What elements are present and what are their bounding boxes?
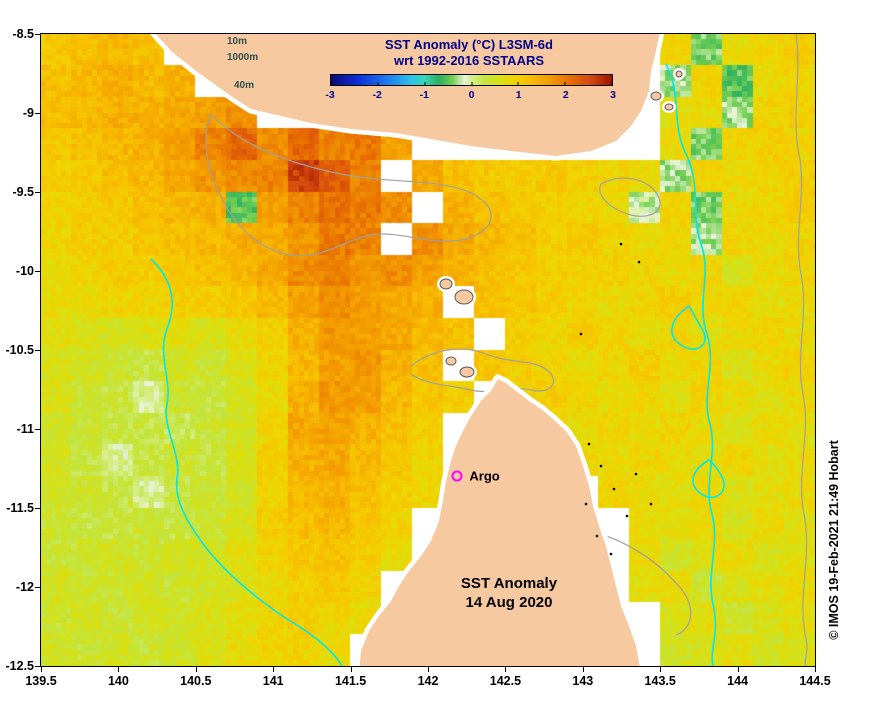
x-axis-tick-mark: [815, 667, 816, 672]
copyright-text: © IMOS 19-Feb-2021 21:49 Hobart: [827, 440, 841, 640]
colorbar-tick-mark: [377, 82, 379, 85]
x-axis-tick-mark: [195, 667, 197, 672]
y-axis-tick-mark: [35, 192, 40, 193]
depth-contour-label-10m: 10m: [227, 36, 248, 47]
legend-title: SST Anomaly (°C) L3SM-6d wrt 1992-2016 S…: [289, 37, 649, 69]
colorbar-tick-mark: [330, 82, 332, 85]
colorbar-tick-label: -1: [419, 89, 429, 101]
y-axis-tick-label: -11: [16, 422, 34, 436]
y-axis-tick-mark: [35, 666, 40, 667]
colorbar-tick-mark: [471, 82, 472, 85]
x-axis-tick-mark: [350, 667, 352, 672]
y-axis-tick-mark: [35, 429, 40, 430]
sst-anomaly-heatmap: [41, 34, 815, 666]
x-axis-tick-label: 140.5: [180, 674, 212, 688]
y-axis-tick-mark: [35, 271, 40, 272]
argo-float-label: Argo: [469, 468, 500, 484]
x-axis-tick-mark: [41, 667, 42, 672]
y-axis-tick-label: -8.5: [12, 27, 34, 41]
colorbar-tick-label: 2: [562, 89, 569, 101]
x-axis-tick-label: 143: [572, 674, 594, 688]
x-axis-tick-label: 141: [262, 674, 284, 688]
x-axis-tick-mark: [118, 667, 120, 672]
colorbar-tick-mark: [611, 82, 613, 85]
colorbar-tick-mark: [564, 82, 566, 85]
x-axis-tick-labels: 139.5 140 140.5 141 141.5 142 142.5 143 143.5 144…: [25, 674, 830, 690]
y-axis-tick-label: -9: [22, 106, 34, 120]
x-axis-tick-mark: [582, 667, 584, 672]
y-axis-tick-label: -12.5: [5, 659, 35, 673]
date-annotation: SST Anomaly 14 Aug 2020: [461, 574, 557, 612]
y-axis-tick-mark: [35, 113, 40, 114]
colorbar: [330, 74, 613, 86]
date-annotation-line1: SST Anomaly: [460, 575, 558, 592]
legend-title-line1: SST Anomaly (°C) L3SM-6d: [385, 37, 553, 52]
depth-contour-label-40m: 40m: [234, 80, 255, 91]
map-plot-area: SST Anomaly (°C) L3SM-6d wrt 1992-2016 S…: [40, 33, 816, 667]
x-axis-tick-mark: [428, 667, 429, 672]
x-axis-tick-label: 141.5: [334, 674, 367, 688]
y-axis-tick-labels: -8.5 -9 -9.5 -10 -10.5 -11 -11.5 -12 -12.5: [0, 27, 37, 673]
x-axis-tick-mark: [505, 667, 507, 672]
colorbar-tick-label: -2: [372, 89, 382, 101]
x-axis-tick-mark: [737, 667, 739, 672]
y-axis-tick-mark: [35, 587, 40, 588]
colorbar-tick-label: 0: [468, 89, 475, 101]
colorbar-tick-label: 1: [515, 89, 522, 101]
y-axis-tick-label: -10: [15, 264, 34, 278]
x-axis-tick-label: 140: [107, 674, 129, 688]
x-axis-tick-label: 143.5: [644, 674, 676, 688]
colorbar-tick-mark: [517, 82, 519, 85]
y-axis-tick-label: -9.5: [12, 185, 34, 199]
colorbar-tick-label: 3: [610, 89, 616, 101]
x-axis-tick-mark: [273, 667, 275, 672]
x-axis-tick-label: 142.5: [489, 674, 522, 688]
y-axis-tick-mark: [35, 34, 40, 35]
legend-title-line2: wrt 1992-2016 SSTAARS: [393, 53, 545, 68]
argo-float-marker: [451, 470, 463, 482]
y-axis-tick-label: -10.5: [5, 343, 35, 357]
x-axis-tick-mark: [660, 667, 662, 672]
colorbar-tick-mark: [424, 82, 426, 85]
y-axis-tick-label: -11.5: [6, 501, 34, 515]
date-annotation-line2: 14 Aug 2020: [465, 594, 553, 611]
colorbar-tick-labels: -3 -2 -1 0 1 2 3: [325, 89, 616, 102]
depth-contour-label-1000m: 1000m: [227, 52, 259, 63]
y-axis-tick-label: -12: [15, 580, 34, 594]
x-axis-tick-label: 139.5: [25, 674, 57, 688]
x-axis-tick-label: 142: [417, 674, 439, 688]
y-axis-tick-mark: [35, 508, 40, 509]
x-axis-tick-label: 144.5: [799, 674, 831, 688]
colorbar-tick-label: -3: [325, 89, 335, 101]
x-axis-tick-label: 144: [727, 674, 749, 688]
y-axis-tick-mark: [35, 350, 40, 351]
